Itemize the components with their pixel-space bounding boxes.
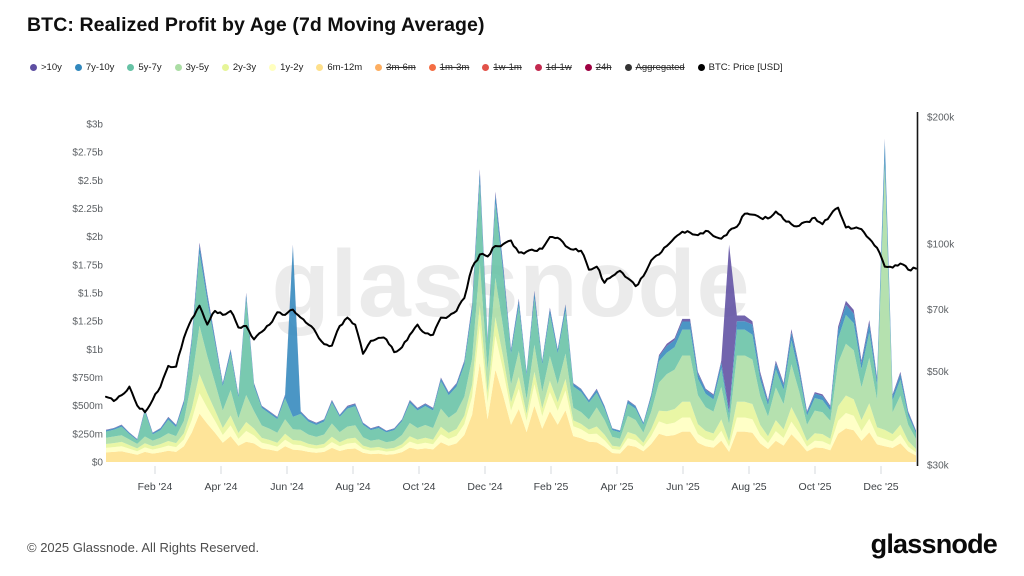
glassnode-logo: glassnode (870, 529, 998, 559)
legend-item-1d-1w[interactable]: 1d-1w (534, 62, 572, 73)
y-axis-left-label: $2.25b (72, 204, 103, 215)
y-axis-left-label: $1.5b (78, 289, 103, 300)
legend-item-7y-10y[interactable]: 7y-10y (74, 62, 115, 73)
x-axis-label: Dec '25 (863, 481, 898, 493)
x-axis-label: Jun '25 (666, 481, 700, 493)
watermark: glassnode (272, 231, 751, 337)
x-axis-label: Oct '25 (799, 481, 832, 493)
y-axis-left-label: $2.5b (78, 176, 103, 187)
legend-dot-icon (127, 64, 135, 71)
legend-item-label: 7y-10y (85, 62, 115, 73)
legend-item-btc-price-usd-[interactable]: BTC: Price [USD] (697, 62, 783, 73)
legend-dot-icon (221, 64, 229, 71)
legend-item-label: >10y (41, 62, 62, 73)
legend-item-6m-12m[interactable]: 6m-12m (316, 62, 362, 73)
legend-item-label: 1w-1m (493, 62, 522, 73)
y-axis-left-label: $1.75b (72, 260, 103, 271)
area-6m-12m (106, 362, 916, 462)
legend-item-aggregated[interactable]: Aggregated (624, 62, 685, 73)
y-axis-right-label: $50k (927, 367, 950, 378)
legend: >10y 7y-10y 5y-7y 3y-5y 2y-3y 1y-2y 6m-12m 3m-6… (30, 62, 796, 73)
legend-item-label: 1d-1w (545, 62, 572, 73)
legend-item-label: 3m-6m (386, 62, 416, 73)
legend-item-label: BTC: Price [USD] (708, 62, 783, 73)
y-axis-left-label: $3b (86, 120, 103, 131)
x-axis-label: Apr '24 (205, 481, 238, 493)
legend-item-1y-2y[interactable]: 1y-2y (269, 62, 303, 73)
legend-item-1m-3m[interactable]: 1m-3m (428, 62, 470, 73)
legend-item--10y[interactable]: >10y (30, 62, 62, 73)
y-axis-left-label: $1.25b (72, 317, 103, 328)
area-3y-5y (106, 167, 916, 449)
legend-item-1w-1m[interactable]: 1w-1m (482, 62, 522, 73)
legend-dot-icon (428, 64, 436, 71)
legend-item-5y-7y[interactable]: 5y-7y (127, 62, 162, 73)
legend-dot-icon (482, 64, 490, 71)
legend-dot-icon (375, 64, 383, 71)
y-axis-right-label: $30k (927, 461, 950, 472)
price-line (105, 206, 917, 414)
y-axis-left-label: $750m (72, 373, 103, 384)
legend-dot-icon (74, 64, 82, 71)
legend-item-label: 1y-2y (280, 62, 304, 73)
legend-dot-icon (316, 64, 324, 71)
legend-item-2y-3y[interactable]: 2y-3y (221, 62, 257, 73)
legend-item-label: 3y-5y (185, 62, 209, 73)
legend-dot-icon (30, 64, 37, 71)
x-axis-label: Apr '25 (601, 481, 634, 493)
y-axis-right-label: $200k (927, 113, 955, 124)
y-axis-left-label: $250m (72, 429, 103, 440)
legend-item-3y-5y[interactable]: 3y-5y (174, 62, 209, 73)
x-axis-label: Feb '25 (534, 481, 569, 493)
y-axis-left-label: $2b (86, 232, 103, 243)
x-axis-label: Feb '24 (138, 481, 173, 493)
legend-dot-icon (584, 64, 592, 71)
legend-dot-icon (624, 64, 632, 71)
legend-item-label: 5y-7y (138, 62, 162, 73)
legend-item-3m-6m[interactable]: 3m-6m (375, 62, 416, 73)
chart-title: BTC: Realized Profit by Age (7d Moving A… (27, 14, 485, 36)
legend-dot-icon (269, 64, 277, 71)
y-axis-left-label: $0 (92, 458, 104, 469)
copyright-text: © 2025 Glassnode. All Rights Reserved. (27, 540, 260, 555)
x-axis-label: Dec '24 (467, 481, 502, 493)
legend-dot-icon (174, 64, 182, 71)
x-axis-label: Aug '25 (731, 481, 766, 493)
y-axis-right-label: $70k (927, 305, 950, 316)
x-axis-label: Jun '24 (270, 481, 304, 493)
legend-dot-icon (697, 64, 705, 71)
legend-item-label: Aggregated (635, 62, 685, 73)
legend-dot-icon (534, 64, 542, 71)
legend-item-label: 24h (595, 62, 612, 73)
x-axis-label: Oct '24 (403, 481, 436, 493)
legend-item-label: 6m-12m (327, 62, 363, 73)
y-axis-left-label: $500m (72, 401, 103, 412)
y-axis-left-label: $2.75b (72, 148, 103, 159)
y-axis-left-label: $1b (86, 345, 103, 356)
legend-item-label: 2y-3y (232, 62, 257, 73)
x-axis-label: Aug '24 (335, 481, 370, 493)
y-axis-right-label: $100k (927, 240, 955, 251)
legend-item-24h[interactable]: 24h (584, 62, 612, 73)
legend-item-label: 1m-3m (439, 62, 470, 73)
